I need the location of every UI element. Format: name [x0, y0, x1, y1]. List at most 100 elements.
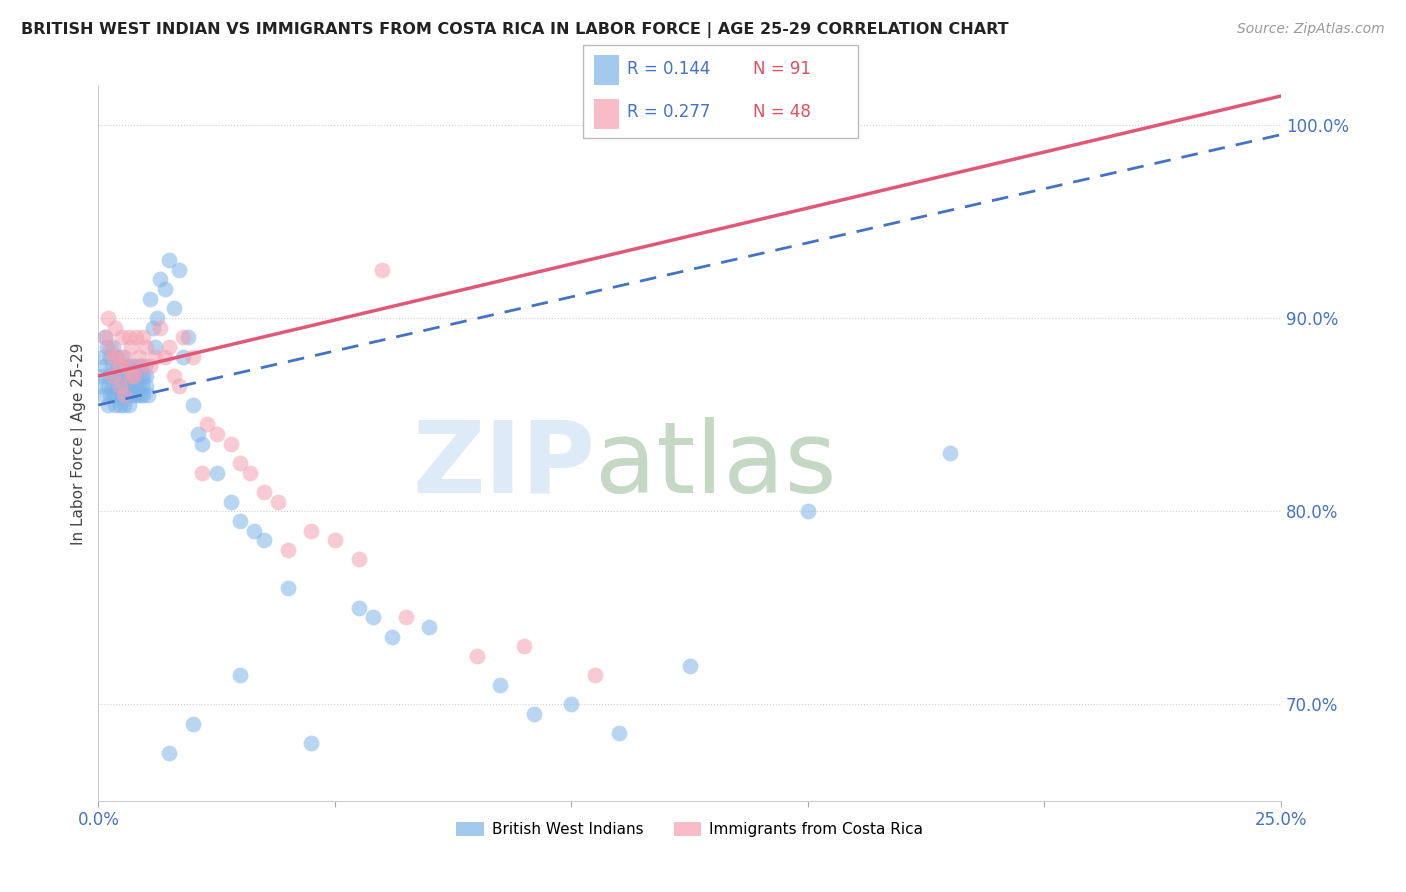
Point: [560, 698, 582, 712]
Point: [104, 398, 127, 412]
Point: [128, 378, 150, 392]
Point: [136, 388, 159, 402]
Point: [112, 369, 135, 384]
Point: [191, 466, 214, 480]
Point: [418, 620, 440, 634]
Point: [187, 427, 209, 442]
Point: [361, 610, 384, 624]
Point: [120, 369, 142, 384]
Point: [229, 514, 252, 528]
Point: [122, 369, 145, 384]
Point: [98, 340, 121, 354]
Bar: [595, 99, 619, 129]
Point: [122, 388, 145, 402]
Point: [108, 369, 131, 384]
Point: [121, 359, 143, 374]
Point: [253, 533, 276, 548]
Point: [101, 369, 124, 384]
Point: [114, 378, 136, 392]
Point: [522, 706, 544, 721]
Point: [157, 746, 180, 760]
Point: [112, 398, 135, 412]
Point: [115, 359, 138, 374]
Point: [157, 340, 180, 354]
Point: [142, 320, 165, 334]
Point: [277, 582, 299, 596]
Point: [125, 378, 148, 392]
Point: [134, 359, 156, 374]
Point: [371, 262, 394, 277]
Point: [132, 369, 155, 384]
Point: [132, 330, 155, 344]
Text: BRITISH WEST INDIAN VS IMMIGRANTS FROM COSTA RICA IN LABOR FORCE | AGE 25-29 COR: BRITISH WEST INDIAN VS IMMIGRANTS FROM C…: [21, 22, 1008, 38]
Point: [167, 262, 190, 277]
Point: [146, 311, 169, 326]
Point: [129, 388, 152, 402]
Point: [108, 378, 131, 392]
Point: [143, 340, 166, 354]
Point: [94, 330, 117, 344]
Point: [489, 678, 512, 692]
Point: [105, 388, 128, 402]
Point: [93, 388, 115, 402]
Point: [513, 640, 536, 654]
Point: [135, 340, 157, 354]
Point: [195, 417, 218, 432]
Point: [103, 378, 125, 392]
Point: [128, 350, 150, 364]
Point: [143, 350, 166, 364]
Point: [153, 350, 176, 364]
Text: R = 0.277: R = 0.277: [627, 103, 710, 121]
Point: [105, 350, 128, 364]
Point: [108, 398, 131, 412]
Point: [104, 369, 127, 384]
Point: [108, 359, 131, 374]
Text: Source: ZipAtlas.com: Source: ZipAtlas.com: [1237, 22, 1385, 37]
Point: [127, 388, 149, 402]
Point: [229, 456, 252, 470]
Point: [111, 388, 134, 402]
Point: [104, 320, 127, 334]
Point: [118, 398, 141, 412]
Point: [90, 378, 112, 392]
Legend: British West Indians, Immigrants from Costa Rica: British West Indians, Immigrants from Co…: [450, 815, 929, 843]
Point: [177, 330, 200, 344]
Point: [163, 369, 186, 384]
Point: [167, 378, 190, 392]
Point: [122, 369, 145, 384]
Point: [163, 301, 186, 316]
Point: [121, 369, 143, 384]
Point: [118, 330, 141, 344]
Point: [97, 398, 120, 412]
Point: [117, 359, 139, 374]
Point: [243, 524, 266, 538]
Point: [239, 466, 262, 480]
Point: [98, 350, 121, 364]
Point: [347, 600, 370, 615]
Point: [135, 378, 157, 392]
Point: [267, 494, 290, 508]
Point: [229, 668, 252, 682]
Point: [97, 378, 120, 392]
Point: [135, 369, 157, 384]
Point: [115, 388, 138, 402]
Point: [153, 282, 176, 296]
Point: [101, 340, 124, 354]
Point: [101, 369, 124, 384]
Point: [124, 359, 146, 374]
Point: [111, 350, 134, 364]
Point: [129, 369, 152, 384]
Point: [583, 668, 606, 682]
Point: [219, 494, 242, 508]
Point: [97, 311, 120, 326]
Point: [94, 330, 117, 344]
Point: [797, 504, 820, 518]
Point: [115, 369, 138, 384]
Text: R = 0.144: R = 0.144: [627, 60, 710, 78]
Point: [181, 350, 204, 364]
Y-axis label: In Labor Force | Age 25-29: In Labor Force | Age 25-29: [72, 343, 87, 545]
Point: [679, 658, 702, 673]
Point: [219, 436, 242, 450]
Point: [121, 340, 143, 354]
Point: [97, 369, 120, 384]
